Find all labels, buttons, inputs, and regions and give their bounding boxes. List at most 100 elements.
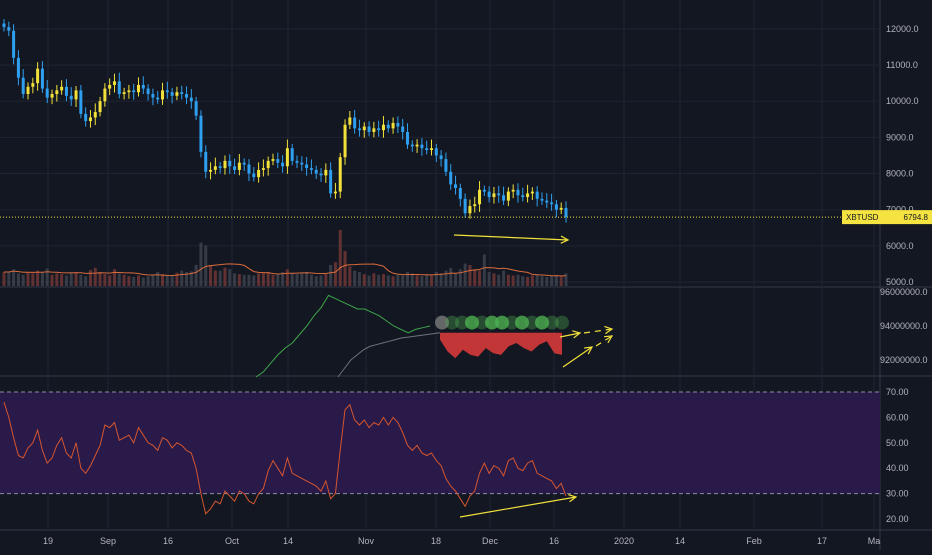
- candle[interactable]: [439, 155, 443, 160]
- candle[interactable]: [545, 200, 549, 203]
- candle[interactable]: [502, 195, 506, 201]
- candle[interactable]: [69, 95, 73, 100]
- candle[interactable]: [146, 88, 150, 94]
- candle[interactable]: [108, 84, 112, 89]
- candle[interactable]: [204, 151, 208, 172]
- candle[interactable]: [300, 162, 304, 165]
- candle[interactable]: [348, 117, 352, 125]
- candle[interactable]: [338, 157, 342, 192]
- candle[interactable]: [223, 160, 227, 169]
- candle[interactable]: [266, 160, 270, 169]
- candle[interactable]: [31, 83, 35, 87]
- candle[interactable]: [170, 92, 174, 96]
- candle[interactable]: [468, 206, 472, 214]
- candle[interactable]: [64, 86, 68, 96]
- candle[interactable]: [295, 160, 299, 163]
- candle[interactable]: [26, 86, 30, 94]
- candle[interactable]: [189, 97, 193, 102]
- candle[interactable]: [112, 81, 116, 85]
- candle[interactable]: [506, 191, 510, 201]
- candle[interactable]: [305, 164, 309, 169]
- candle[interactable]: [314, 169, 318, 174]
- candle[interactable]: [194, 101, 198, 116]
- candle[interactable]: [381, 124, 385, 131]
- candle[interactable]: [45, 88, 49, 98]
- candle[interactable]: [372, 128, 376, 132]
- candle[interactable]: [40, 68, 44, 89]
- candle[interactable]: [2, 23, 6, 28]
- candle[interactable]: [175, 92, 179, 96]
- candle[interactable]: [218, 166, 222, 169]
- candle[interactable]: [50, 94, 54, 98]
- candle[interactable]: [357, 128, 361, 131]
- candle[interactable]: [410, 144, 414, 147]
- candle[interactable]: [473, 204, 477, 207]
- candle[interactable]: [449, 171, 453, 185]
- candle[interactable]: [165, 90, 169, 93]
- candle[interactable]: [233, 166, 237, 170]
- candle[interactable]: [530, 191, 534, 194]
- candle[interactable]: [425, 148, 429, 151]
- candle[interactable]: [127, 90, 131, 93]
- candle[interactable]: [564, 207, 568, 218]
- candle[interactable]: [482, 189, 486, 192]
- candle[interactable]: [242, 162, 246, 165]
- candle[interactable]: [324, 169, 328, 176]
- candle[interactable]: [550, 202, 554, 205]
- candle[interactable]: [285, 148, 289, 167]
- candle[interactable]: [156, 97, 160, 100]
- candle[interactable]: [136, 84, 140, 93]
- candle[interactable]: [60, 86, 64, 91]
- candle[interactable]: [521, 195, 525, 198]
- candle[interactable]: [247, 164, 251, 174]
- candle[interactable]: [463, 198, 467, 214]
- candle[interactable]: [122, 92, 126, 94]
- candle-layer[interactable]: [2, 19, 568, 223]
- candle[interactable]: [7, 27, 11, 31]
- candle[interactable]: [405, 131, 409, 145]
- candle[interactable]: [281, 162, 285, 167]
- candle[interactable]: [103, 88, 107, 102]
- candle[interactable]: [257, 169, 261, 178]
- candle[interactable]: [261, 168, 265, 170]
- candle[interactable]: [454, 184, 458, 188]
- candle[interactable]: [377, 128, 381, 131]
- candle[interactable]: [199, 115, 203, 152]
- candle[interactable]: [93, 112, 97, 118]
- candle[interactable]: [209, 169, 213, 172]
- candle[interactable]: [430, 148, 434, 151]
- candle[interactable]: [290, 148, 294, 161]
- candle[interactable]: [540, 198, 544, 201]
- candle[interactable]: [161, 90, 165, 100]
- candle[interactable]: [117, 81, 121, 94]
- candle[interactable]: [401, 126, 405, 132]
- candle[interactable]: [16, 57, 20, 78]
- candle[interactable]: [353, 117, 357, 129]
- candle[interactable]: [333, 191, 337, 194]
- candle[interactable]: [362, 126, 366, 131]
- candle[interactable]: [84, 113, 88, 122]
- candle[interactable]: [458, 188, 462, 199]
- candle[interactable]: [185, 94, 189, 98]
- candle[interactable]: [180, 92, 184, 94]
- candle[interactable]: [309, 168, 313, 170]
- candle[interactable]: [237, 162, 241, 170]
- candle[interactable]: [55, 90, 59, 94]
- candle[interactable]: [559, 207, 563, 210]
- candle[interactable]: [88, 117, 92, 122]
- candle[interactable]: [526, 193, 530, 198]
- candle[interactable]: [492, 193, 496, 198]
- candle[interactable]: [386, 124, 390, 129]
- candle[interactable]: [151, 94, 155, 98]
- candle[interactable]: [396, 122, 400, 127]
- candle[interactable]: [434, 148, 438, 156]
- candle[interactable]: [276, 159, 280, 163]
- candle[interactable]: [98, 101, 102, 113]
- candle[interactable]: [74, 90, 78, 100]
- candle[interactable]: [79, 90, 83, 114]
- candle[interactable]: [420, 144, 424, 149]
- candle[interactable]: [497, 193, 501, 196]
- candle[interactable]: [487, 191, 491, 198]
